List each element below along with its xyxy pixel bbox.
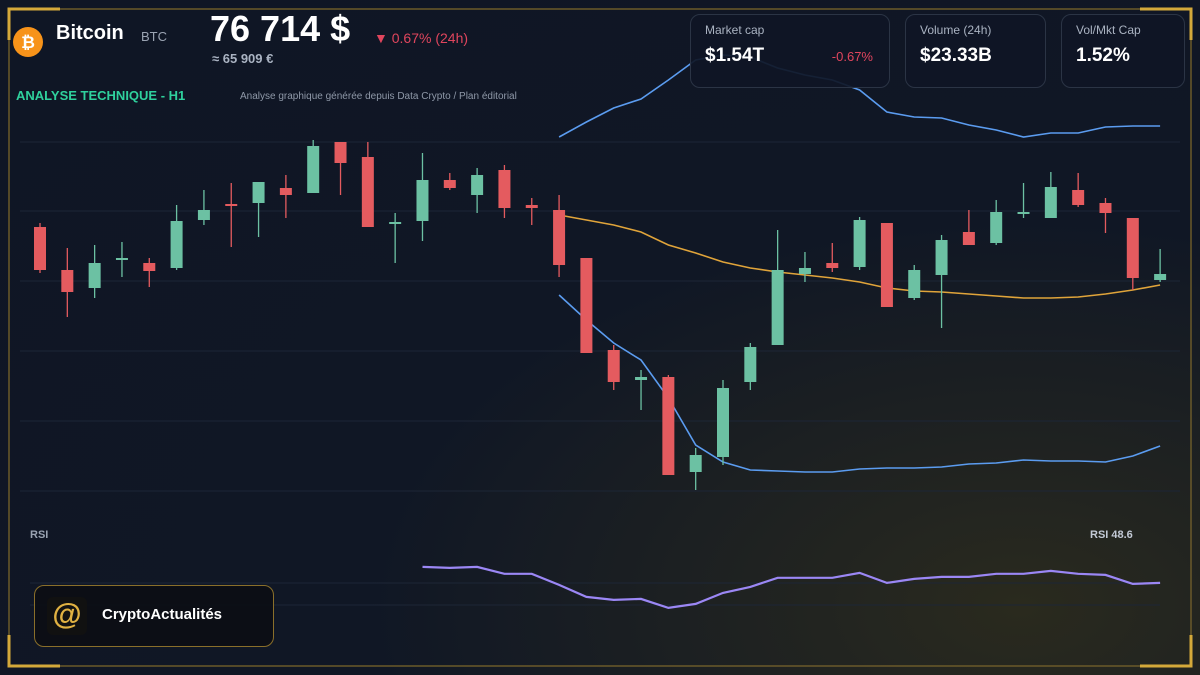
- price-change: ▼ 0.67% (24h): [374, 30, 469, 46]
- candle-body: [553, 210, 566, 265]
- candle-body: [1099, 203, 1112, 213]
- candle-body: [662, 377, 675, 475]
- candle-body: [853, 220, 866, 267]
- stat-label: Volume (24h): [920, 23, 992, 37]
- candle-body: [197, 210, 210, 220]
- candle-body: [307, 146, 320, 193]
- candle-body: [1044, 187, 1057, 218]
- stat-value: 1.52%: [1076, 45, 1130, 66]
- candle-body: [34, 227, 46, 270]
- frame-corners: [7, 7, 1193, 668]
- candle-body: [389, 222, 402, 224]
- grid: [20, 141, 1180, 606]
- candle-body: [498, 170, 511, 208]
- candle-body: [771, 270, 784, 345]
- band-line: [558, 214, 1161, 299]
- brand-badge: @ CryptoActualités: [34, 585, 274, 647]
- stat-card: Vol/Mkt Cap 1.52%: [1061, 14, 1185, 88]
- rsi-title: RSI: [30, 529, 49, 541]
- candle-body: [61, 270, 74, 292]
- stat-card: Volume (24h) $23.33B: [905, 14, 1046, 88]
- candle-body: [935, 240, 948, 275]
- coin-symbol: BTC: [141, 29, 167, 44]
- chart-subtitle: Analyse graphique générée depuis Data Cr…: [240, 91, 517, 102]
- stat-label: Vol/Mkt Cap: [1076, 23, 1141, 37]
- band-line: [558, 54, 1161, 138]
- candle-body: [525, 205, 538, 208]
- candle-body: [962, 232, 975, 245]
- rsi-line: [422, 565, 1161, 610]
- chart-title: ANALYSE TECHNIQUE - H1: [16, 88, 186, 103]
- candle-body: [826, 263, 839, 268]
- candle-body: [443, 180, 456, 188]
- candle-body: [744, 347, 757, 382]
- stat-label: Market cap: [705, 23, 765, 37]
- stat-value: $1.54T: [705, 45, 765, 66]
- rsi-value-label: RSI 48.6: [1090, 529, 1133, 541]
- candle-body: [143, 263, 156, 271]
- candle-body: [607, 350, 620, 382]
- candle-body: [225, 204, 238, 206]
- candle-body: [1154, 274, 1167, 280]
- candle-body: [689, 455, 702, 472]
- candle-body: [880, 223, 893, 307]
- candle-body: [1126, 218, 1139, 278]
- candle-body: [361, 157, 374, 227]
- candle-body: [88, 263, 101, 288]
- candle-body: [580, 258, 593, 353]
- price: 76 714 $: [210, 8, 351, 49]
- bitcoin-logo: [13, 27, 43, 57]
- coin-name: Bitcoin: [56, 22, 124, 44]
- candle-body: [471, 175, 484, 195]
- bitcoin-logo-symbol: ₿: [21, 33, 35, 52]
- band-line: [558, 294, 1161, 473]
- stat-change: -0.67%: [831, 49, 873, 64]
- candle-body: [1072, 190, 1085, 205]
- candle-body: [279, 188, 292, 195]
- brand-icon: @: [47, 597, 87, 635]
- candle-body: [635, 377, 648, 380]
- stat-card: Market cap $1.54T -0.67%: [690, 14, 890, 88]
- brand-name: CryptoActualités: [102, 606, 223, 623]
- candle-body: [990, 212, 1003, 243]
- frame: [8, 8, 1192, 667]
- candle-body: [115, 258, 128, 260]
- candle-body: [170, 221, 183, 268]
- stat-value: $23.33B: [920, 45, 992, 66]
- candle-body: [908, 270, 921, 298]
- price-eur: ≈ 65 909 €: [212, 51, 274, 66]
- candle-body: [798, 268, 811, 274]
- candle-body: [334, 142, 347, 163]
- candle-body: [1017, 212, 1030, 214]
- candle-body: [252, 182, 265, 203]
- candle-body: [717, 388, 729, 457]
- candle-body: [416, 180, 429, 221]
